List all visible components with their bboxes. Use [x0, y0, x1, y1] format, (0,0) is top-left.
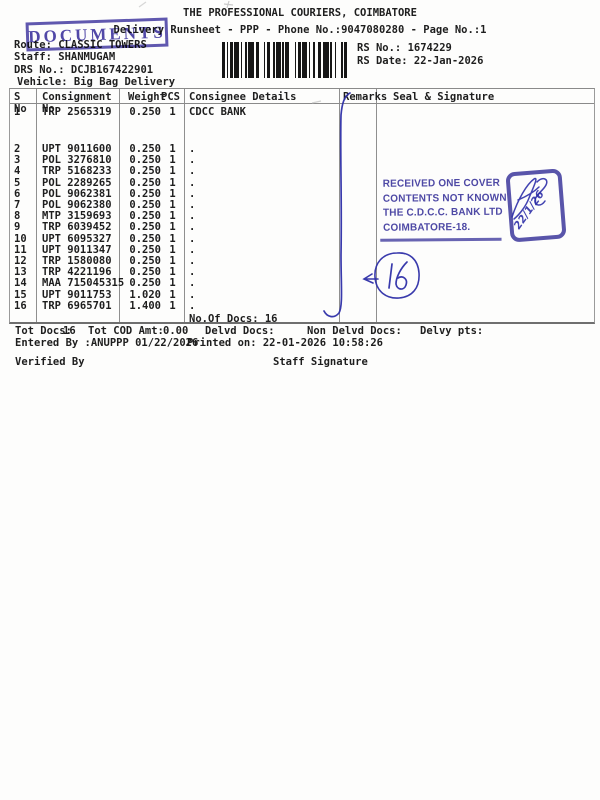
col-header-remarks: Remarks: [343, 91, 388, 103]
staff-signature-label: Staff Signature: [273, 356, 368, 368]
delvy-pts-label: Delvy pts:: [420, 325, 484, 337]
tot-cod-value: 0.00: [163, 325, 189, 337]
documents-stamp: DOCUMENTS: [25, 17, 169, 52]
table-header-row: S No Consignment No Weight PCS Consignee…: [10, 89, 594, 115]
non-delvd-docs-label: Non Delvd Docs:: [307, 325, 402, 337]
table-row: 5 POL 2289265 0.250 1.: [14, 176, 196, 189]
tot-docs-value: 16: [63, 325, 76, 337]
company-title: THE PROFESSIONAL COURIERS, COIMBATORE: [183, 7, 417, 19]
printed-on-line: Printed on: 22-01-2026 10:58:26: [187, 337, 383, 349]
received-stamp-text: RECEIVED ONE COVER CONTENTS NOT KNOWN TH…: [379, 170, 507, 243]
received-stamp-signature-box: [505, 168, 567, 243]
staff-value: SHANMUGAM: [58, 51, 116, 63]
table-row: 16 TRP 6965701 1.400 1.: [14, 299, 196, 312]
drs-label: DRS No.:: [14, 64, 65, 76]
rs-no-line: RS No.: 1674229: [357, 42, 452, 54]
drs-value: DCJB167422901: [70, 64, 154, 76]
runsheet-subtitle: Delivery Runsheet - PPP - Phone No.:9047…: [113, 24, 487, 36]
tot-cod-label: Tot COD Amt:: [88, 325, 164, 337]
staff-label: Staff:: [14, 51, 52, 63]
table-row: 15 UPT 9011753 1.020 1.: [14, 288, 196, 301]
col-header-pcs: PCS: [161, 91, 180, 103]
table-row: 2 UPT 9011600 0.250 1.: [14, 143, 196, 155]
rs-date-line: RS Date: 22-Jan-2026: [357, 55, 483, 67]
consignment-table: S No Consignment No Weight PCS Consignee…: [9, 88, 595, 325]
route-value: CLASSIC TOWERS: [58, 39, 147, 51]
delvd-docs-label: Delvd Docs:: [205, 325, 275, 337]
entered-by-line: Entered By :ANUPPP 01/22/2026: [15, 337, 199, 349]
col-header-consignment: Consignment No: [42, 91, 112, 115]
received-stamp-line: RECEIVED ONE COVER: [382, 177, 501, 190]
table-row: 7 POL 9062380 0.250 1.: [14, 199, 196, 211]
table-column-divider: [36, 89, 37, 322]
table-row: 11 UPT 9011347 0.250 1.: [14, 243, 196, 256]
vehicle-line: Vehicle: Big Bag Delivery: [17, 76, 175, 88]
table-column-divider: [119, 89, 120, 322]
table-row: 9 TRP 6039452 0.250 1.: [14, 221, 196, 234]
table-row: 10 UPT 6095327 0.250 1.: [14, 232, 196, 245]
received-stamp-line: THE C.D.C.C. BANK LTD: [382, 206, 503, 219]
barcode: [222, 42, 353, 78]
staff-line: Staff: SHANMUGAM: [14, 51, 115, 63]
received-stamp-line: CONTENTS NOT KNOWN: [382, 192, 507, 205]
verified-by-label: Verified By: [15, 356, 85, 368]
col-header-seal: Seal & Signature: [393, 91, 495, 103]
route-line: Route: CLASSIC TOWERS: [14, 39, 147, 51]
col-header-sno: S No: [14, 91, 27, 115]
col-header-consignee: Consignee Details: [189, 91, 297, 103]
table-column-divider: [184, 89, 185, 322]
route-label: Route:: [14, 39, 52, 51]
table-row: 6 POL 9062381 0.250 1.: [14, 187, 196, 200]
table-row: 13 TRP 4221196 0.250 1.: [14, 266, 196, 279]
table-row: 14 MAA 715045315 0.250 1.: [14, 277, 196, 290]
table-column-divider: [376, 89, 377, 322]
no-of-docs: No.Of Docs: 16: [189, 313, 278, 325]
table-row: 1 TRP 2565319 0.250 1 CDCC BANK: [14, 106, 246, 118]
vehicle-value: Big Bag Delivery: [73, 76, 176, 88]
vehicle-label: Vehicle:: [17, 76, 68, 88]
drs-line: DRS No.: DCJB167422901: [14, 64, 153, 76]
rs-no-value: 1674229: [407, 42, 452, 54]
received-stamp: RECEIVED ONE COVER CONTENTS NOT KNOWN TH…: [379, 168, 567, 243]
table-row: 4 TRP 5168233 0.250 1.: [14, 165, 196, 178]
rs-date-value: 22-Jan-2026: [413, 55, 484, 67]
received-stamp-line: COIMBATORE-18.: [383, 221, 471, 234]
table-row: 12 TRP 1580080 0.250 1.: [14, 255, 196, 267]
rs-no-label: RS No.:: [357, 42, 402, 54]
table-row: 8 MTP 3159693 0.250 1.: [14, 210, 196, 223]
rs-date-label: RS Date:: [357, 55, 408, 67]
col-header-weight: Weight: [128, 91, 166, 103]
tot-docs-label: Tot Docs:: [15, 325, 72, 337]
table-row: 3 POL 3276810 0.250 1.: [14, 154, 196, 167]
